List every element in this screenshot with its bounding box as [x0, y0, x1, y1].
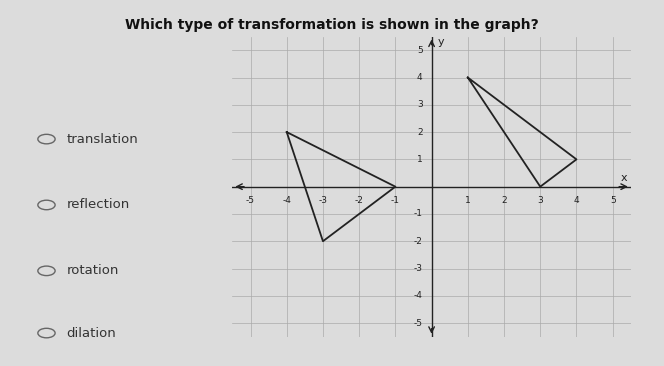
Text: -4: -4 — [282, 196, 291, 205]
Text: Which type of transformation is shown in the graph?: Which type of transformation is shown in… — [125, 18, 539, 32]
Text: -1: -1 — [391, 196, 400, 205]
Text: -4: -4 — [414, 291, 422, 300]
Text: y: y — [438, 37, 444, 47]
Text: -3: -3 — [414, 264, 422, 273]
Text: 2: 2 — [501, 196, 507, 205]
Text: rotation: rotation — [66, 264, 119, 277]
Text: 3: 3 — [417, 100, 422, 109]
Text: -2: -2 — [414, 237, 422, 246]
Text: -3: -3 — [319, 196, 327, 205]
Text: 4: 4 — [417, 73, 422, 82]
Text: 1: 1 — [465, 196, 471, 205]
Text: -5: -5 — [246, 196, 255, 205]
Text: x: x — [620, 173, 627, 183]
Text: dilation: dilation — [66, 326, 116, 340]
Text: -2: -2 — [355, 196, 364, 205]
Text: reflection: reflection — [66, 198, 129, 212]
Text: -1: -1 — [414, 209, 422, 219]
Text: 2: 2 — [417, 128, 422, 137]
Text: 1: 1 — [417, 155, 422, 164]
Text: 3: 3 — [537, 196, 543, 205]
Text: 4: 4 — [574, 196, 579, 205]
Text: -5: -5 — [414, 318, 422, 328]
Text: translation: translation — [66, 132, 138, 146]
Text: 5: 5 — [417, 46, 422, 55]
Text: 5: 5 — [610, 196, 616, 205]
